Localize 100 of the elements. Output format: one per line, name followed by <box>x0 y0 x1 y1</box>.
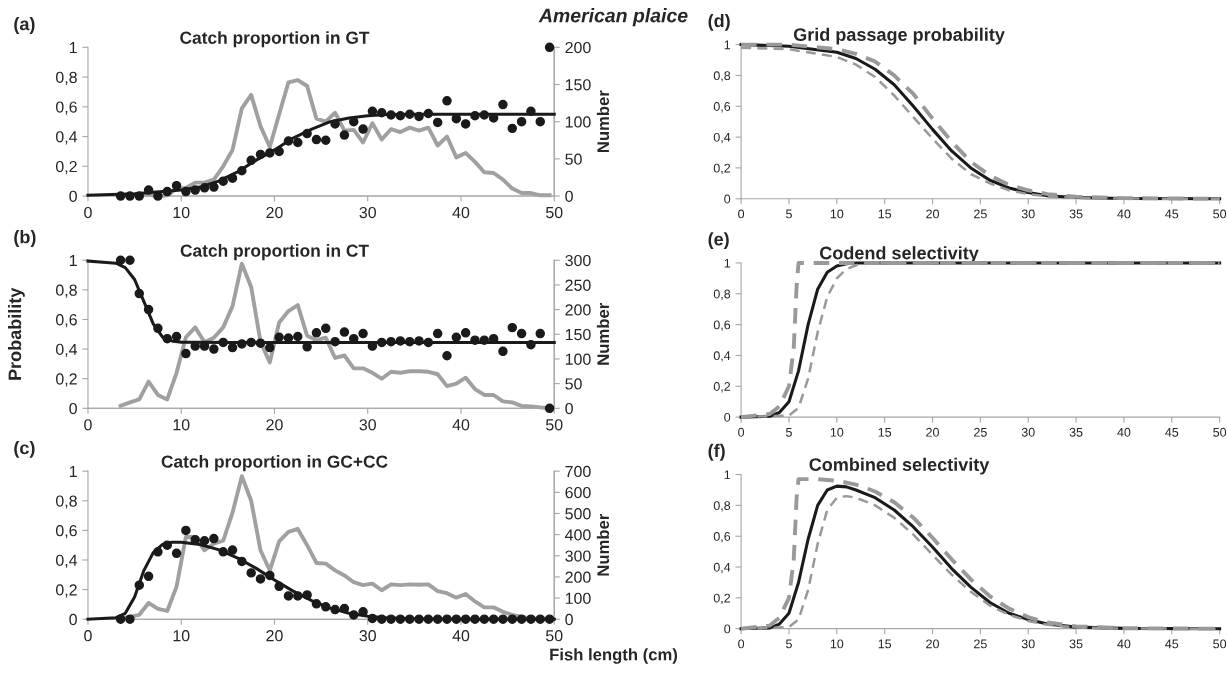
x-tick-label: 30 <box>1021 427 1035 437</box>
y2-tick-label: 250 <box>565 279 591 291</box>
x-tick-label: 5 <box>785 639 792 649</box>
x-tick-label: 40 <box>452 419 470 431</box>
x-tick-label: 15 <box>878 639 892 649</box>
x-tick-label: 25 <box>974 209 987 219</box>
y2-tick-label: 700 <box>565 465 591 478</box>
y2-tick-label: 200 <box>565 571 591 583</box>
y-tick-label: 0,4 <box>713 351 731 362</box>
y-tick-label: 0,8 <box>713 501 731 512</box>
x-tick-label: 50 <box>1213 639 1227 649</box>
y2-axis-title: Number <box>596 513 610 576</box>
x-tick-label: 25 <box>974 639 987 649</box>
chart-title: Combined selectivity <box>809 457 990 475</box>
x-tick-label: 0 <box>738 639 745 649</box>
text: American plaice <box>538 8 688 27</box>
y-tick-label: 1 <box>69 42 77 54</box>
x-tick-label: 45 <box>1165 209 1179 219</box>
x-tick-label: 35 <box>1069 209 1083 219</box>
y-tick-label: 0 <box>724 194 731 204</box>
y-tick-label: 0 <box>724 412 731 422</box>
chart-title: Grid passage probability <box>793 27 1005 45</box>
y2-tick-label: 150 <box>565 328 591 341</box>
y2-tick-label: 600 <box>565 486 591 499</box>
x-tick-label: 10 <box>173 206 190 219</box>
x-tick-label: 0 <box>84 630 92 642</box>
y-tick-label: 0,6 <box>713 102 731 113</box>
text: (f) <box>708 443 725 461</box>
x-tick-label: 30 <box>1021 639 1035 649</box>
text: (b) <box>14 230 36 247</box>
x-tick-label: 10 <box>173 630 190 642</box>
x-tick-label: 40 <box>1117 427 1131 437</box>
x-tick-label: 45 <box>1165 427 1179 437</box>
x-tick-label: 30 <box>359 206 376 219</box>
y-tick-label: 0,6 <box>55 314 77 328</box>
x-tick-label: 50 <box>545 419 563 431</box>
chart-title: Codend selectivity <box>820 246 979 263</box>
y2-tick-label: 400 <box>565 529 591 541</box>
y2-tick-label: 100 <box>565 353 591 365</box>
x-tick-label: 20 <box>266 630 283 642</box>
y-tick-label: 0,6 <box>55 101 77 115</box>
x-tick-label: 40 <box>1117 209 1131 219</box>
y-tick-label: 0,4 <box>713 132 731 144</box>
y2-tick-label: 0 <box>565 190 573 202</box>
y-tick-label: 0,6 <box>55 525 77 539</box>
x-tick-label: 20 <box>926 209 939 219</box>
y-tick-label: 0,8 <box>55 284 77 298</box>
x-tick-label: 0 <box>738 427 745 437</box>
y-tick-label: 0 <box>69 402 77 415</box>
x-tick-label: 5 <box>785 427 792 437</box>
y-tick-label: 0,4 <box>55 343 78 357</box>
y-tick-label: 0,8 <box>713 71 731 82</box>
x-tick-label: 0 <box>738 209 745 219</box>
x-tick-label: 35 <box>1069 427 1083 437</box>
x-tick-label: 0 <box>84 419 92 431</box>
x-tick-label: 30 <box>359 630 376 642</box>
y-tick-label: 0 <box>69 190 77 202</box>
y-tick-label: 0 <box>69 613 77 626</box>
x-tick-label: 35 <box>1069 639 1083 649</box>
y-tick-label: 0,2 <box>55 584 77 598</box>
y-tick-label: 1 <box>724 40 731 50</box>
x-tick-label: 40 <box>452 630 470 642</box>
x-tick-label: 10 <box>830 639 844 649</box>
y-tick-label: 0,4 <box>55 554 78 568</box>
text: (c) <box>14 441 35 458</box>
y-tick-label: 0,8 <box>55 71 77 85</box>
y-axis-title: Probability <box>7 287 25 380</box>
x-tick-label: 25 <box>974 427 987 437</box>
x-tick-label: 50 <box>545 206 563 219</box>
text: (d) <box>708 13 730 31</box>
y2-tick-label: 200 <box>565 304 591 316</box>
chart-title: Catch proportion in GC+CC <box>161 454 388 472</box>
y2-tick-label: 200 <box>565 41 591 54</box>
text: (a) <box>14 17 35 34</box>
y2-tick-label: 100 <box>565 592 591 605</box>
x-tick-label: 20 <box>266 419 283 431</box>
y2-tick-label: 0 <box>565 613 573 626</box>
y-tick-label: 1 <box>724 470 731 480</box>
x-tick-label: 0 <box>84 206 92 219</box>
y-tick-label: 0,8 <box>55 495 77 509</box>
x-tick-label: 15 <box>878 209 892 219</box>
y-tick-label: 0,8 <box>713 289 731 300</box>
x-tick-label: 20 <box>926 427 939 437</box>
x-tick-label: 10 <box>173 419 190 431</box>
y-tick-label: 0,2 <box>713 163 731 175</box>
y2-tick-label: 300 <box>565 550 591 562</box>
x-tick-label: 10 <box>830 209 844 219</box>
y-tick-label: 0,4 <box>55 131 78 145</box>
y-tick-label: 0,2 <box>55 373 77 387</box>
chart-title: Catch proportion in GT <box>180 31 370 48</box>
x-tick-label: 30 <box>1021 209 1035 219</box>
y-tick-label: 1 <box>69 465 77 477</box>
y-tick-label: 0,2 <box>713 382 731 393</box>
x-tick-label: 50 <box>545 630 563 642</box>
y-tick-label: 1 <box>69 255 77 267</box>
x-tick-label: 20 <box>926 639 939 649</box>
text: (e) <box>708 232 729 250</box>
chart-title: Catch proportion in CT <box>180 244 369 261</box>
y2-axis-title: Number <box>596 303 610 365</box>
y2-axis-title: Number <box>596 90 610 153</box>
